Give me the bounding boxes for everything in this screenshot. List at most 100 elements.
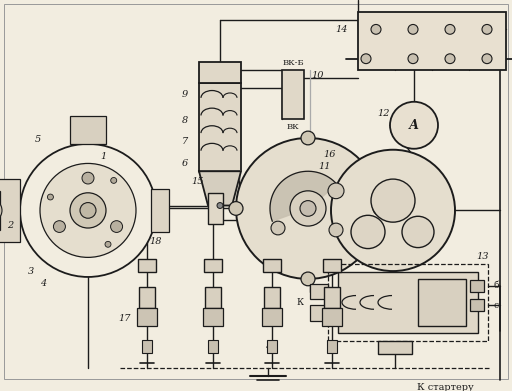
Bar	[322, 308, 342, 326]
Text: 16: 16	[323, 150, 335, 159]
Text: КЗ: КЗ	[389, 343, 401, 352]
Circle shape	[328, 183, 344, 199]
Bar	[263, 259, 281, 272]
Circle shape	[301, 131, 315, 145]
Polygon shape	[270, 171, 337, 221]
Text: 2: 2	[7, 221, 13, 230]
Bar	[151, 189, 169, 232]
Circle shape	[402, 216, 434, 248]
Text: 11: 11	[319, 162, 331, 171]
Bar	[205, 287, 221, 308]
Text: 7: 7	[182, 137, 188, 146]
Bar	[418, 279, 466, 326]
Text: с: с	[493, 301, 498, 310]
Text: 15: 15	[192, 177, 204, 186]
Circle shape	[445, 25, 455, 34]
Text: 18: 18	[149, 237, 161, 246]
Bar	[282, 70, 304, 119]
Circle shape	[290, 191, 326, 226]
Text: 6: 6	[182, 159, 188, 168]
Circle shape	[331, 150, 455, 271]
Bar	[470, 300, 484, 311]
Bar	[137, 308, 157, 326]
Text: К: К	[296, 298, 303, 307]
Circle shape	[40, 163, 136, 257]
Circle shape	[53, 221, 66, 232]
Circle shape	[111, 178, 117, 183]
Text: К стартеру: К стартеру	[417, 383, 474, 391]
Bar	[378, 341, 412, 354]
Circle shape	[445, 54, 455, 64]
Circle shape	[80, 203, 96, 218]
Circle shape	[217, 203, 223, 208]
Circle shape	[271, 221, 285, 235]
Circle shape	[300, 201, 316, 216]
Text: 4: 4	[326, 341, 332, 350]
Text: 8: 8	[182, 116, 188, 125]
Circle shape	[482, 54, 492, 64]
Bar	[470, 280, 484, 292]
Bar	[139, 287, 155, 308]
Text: 4: 4	[40, 279, 46, 288]
Bar	[267, 340, 277, 353]
Circle shape	[111, 221, 122, 232]
Bar	[138, 259, 156, 272]
Text: 13: 13	[477, 252, 489, 261]
Circle shape	[408, 54, 418, 64]
Text: 14: 14	[336, 25, 348, 34]
Circle shape	[20, 144, 156, 277]
Circle shape	[373, 202, 387, 215]
Bar	[208, 193, 223, 224]
Bar	[328, 264, 488, 341]
Text: ВК-Б: ВК-Б	[282, 59, 304, 66]
Text: 9: 9	[182, 90, 188, 99]
Bar	[142, 340, 152, 353]
Bar	[208, 340, 218, 353]
Circle shape	[105, 241, 111, 247]
Circle shape	[229, 202, 243, 215]
Bar	[323, 259, 341, 272]
Circle shape	[371, 179, 415, 222]
Bar	[0, 179, 20, 242]
Circle shape	[82, 172, 94, 184]
Bar	[203, 308, 223, 326]
Text: 1: 1	[141, 341, 147, 350]
Circle shape	[301, 272, 315, 286]
Circle shape	[236, 138, 380, 279]
Text: 10: 10	[312, 71, 324, 80]
Text: 3: 3	[266, 341, 272, 350]
Circle shape	[0, 199, 2, 222]
Circle shape	[408, 25, 418, 34]
Bar	[338, 272, 478, 333]
Text: 3: 3	[28, 267, 34, 276]
Text: б: б	[493, 281, 499, 290]
Bar	[204, 259, 222, 272]
Text: КЗ: КЗ	[362, 228, 374, 236]
Text: 19: 19	[343, 233, 355, 242]
Bar	[262, 308, 282, 326]
Text: 5: 5	[35, 135, 41, 144]
Circle shape	[329, 223, 343, 237]
Bar	[70, 117, 106, 144]
Text: 2: 2	[207, 341, 213, 350]
Bar	[264, 287, 280, 308]
Bar	[324, 287, 340, 308]
Circle shape	[361, 54, 371, 64]
Text: 1: 1	[100, 152, 106, 161]
Circle shape	[351, 215, 385, 249]
Circle shape	[70, 193, 106, 228]
Circle shape	[482, 25, 492, 34]
Bar	[199, 83, 241, 171]
Bar	[199, 62, 241, 83]
Circle shape	[48, 194, 53, 200]
Text: 12: 12	[378, 109, 390, 118]
Bar	[358, 12, 506, 70]
Circle shape	[390, 102, 438, 149]
Circle shape	[371, 25, 381, 34]
Text: АМ: АМ	[386, 197, 400, 204]
Text: С: С	[415, 228, 421, 236]
Polygon shape	[199, 171, 241, 206]
Text: А: А	[409, 119, 419, 132]
Bar	[310, 284, 328, 300]
Text: 17: 17	[119, 314, 131, 323]
